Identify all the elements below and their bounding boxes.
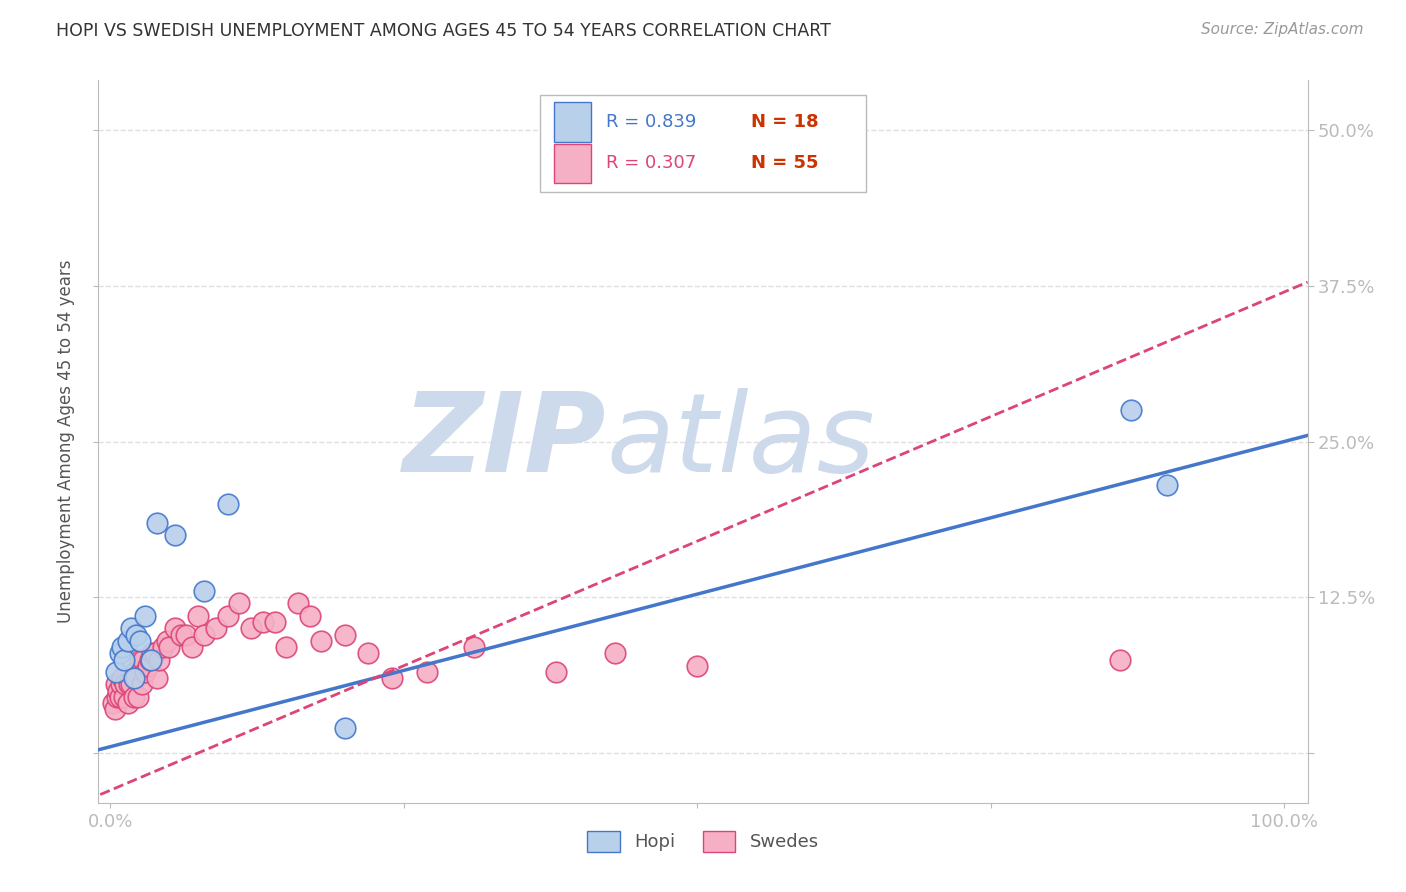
Point — [112, 690, 135, 704]
Point — [105, 677, 128, 691]
Legend: Hopi, Swedes: Hopi, Swedes — [581, 823, 825, 859]
Point — [105, 665, 128, 679]
Text: ZIP: ZIP — [402, 388, 606, 495]
Point — [112, 652, 135, 666]
Point — [104, 702, 127, 716]
Point — [311, 633, 333, 648]
Text: Source: ZipAtlas.com: Source: ZipAtlas.com — [1201, 22, 1364, 37]
Point — [111, 671, 134, 685]
Text: R = 0.307: R = 0.307 — [606, 154, 696, 172]
Point — [105, 690, 128, 704]
Point — [1121, 403, 1143, 417]
Point — [686, 658, 709, 673]
Point — [152, 640, 174, 654]
Point — [128, 633, 150, 648]
Point — [263, 615, 285, 630]
FancyBboxPatch shape — [554, 103, 591, 142]
Point — [139, 652, 162, 666]
Point — [228, 597, 250, 611]
Point — [111, 640, 134, 654]
Point — [110, 677, 132, 691]
Text: R = 0.839: R = 0.839 — [606, 113, 696, 131]
Point — [125, 671, 148, 685]
Point — [118, 677, 141, 691]
Point — [146, 516, 169, 530]
Point — [108, 646, 131, 660]
Point — [333, 627, 356, 641]
Point — [381, 671, 404, 685]
FancyBboxPatch shape — [554, 144, 591, 183]
FancyBboxPatch shape — [540, 95, 866, 193]
Point — [603, 646, 626, 660]
Point — [240, 621, 263, 635]
Point — [122, 690, 145, 704]
Point — [120, 621, 142, 635]
Point — [298, 609, 321, 624]
Point — [193, 584, 215, 599]
Point — [276, 640, 298, 654]
Y-axis label: Unemployment Among Ages 45 to 54 years: Unemployment Among Ages 45 to 54 years — [56, 260, 75, 624]
Point — [143, 646, 166, 660]
Point — [131, 677, 153, 691]
Text: HOPI VS SWEDISH UNEMPLOYMENT AMONG AGES 45 TO 54 YEARS CORRELATION CHART: HOPI VS SWEDISH UNEMPLOYMENT AMONG AGES … — [56, 22, 831, 40]
Point — [181, 640, 204, 654]
Point — [176, 627, 198, 641]
Point — [416, 665, 439, 679]
Point — [333, 721, 356, 735]
Point — [463, 640, 485, 654]
Point — [204, 621, 226, 635]
Point — [117, 633, 139, 648]
Point — [141, 652, 163, 666]
Point — [107, 683, 129, 698]
Point — [163, 621, 186, 635]
Point — [125, 627, 148, 641]
Point — [120, 677, 142, 691]
Point — [546, 665, 568, 679]
Point — [108, 690, 131, 704]
Point — [252, 615, 274, 630]
Point — [134, 665, 156, 679]
Point — [1108, 652, 1130, 666]
Point — [163, 528, 186, 542]
Point — [187, 609, 209, 624]
Text: atlas: atlas — [606, 388, 875, 495]
Point — [101, 696, 124, 710]
Point — [1156, 478, 1178, 492]
Point — [193, 627, 215, 641]
Point — [136, 658, 159, 673]
Point — [155, 633, 177, 648]
Text: N = 55: N = 55 — [751, 154, 818, 172]
Point — [122, 671, 145, 685]
Point — [146, 671, 169, 685]
Text: N = 18: N = 18 — [751, 113, 818, 131]
Point — [157, 640, 180, 654]
Point — [169, 627, 191, 641]
Point — [141, 646, 163, 660]
Point — [128, 652, 150, 666]
Point — [217, 609, 239, 624]
Point — [114, 677, 136, 691]
Point — [148, 652, 170, 666]
Point — [217, 497, 239, 511]
Point — [127, 690, 149, 704]
Point — [124, 665, 146, 679]
Point — [287, 597, 309, 611]
Point — [117, 696, 139, 710]
Point — [132, 652, 155, 666]
Point — [357, 646, 380, 660]
Point — [134, 609, 156, 624]
